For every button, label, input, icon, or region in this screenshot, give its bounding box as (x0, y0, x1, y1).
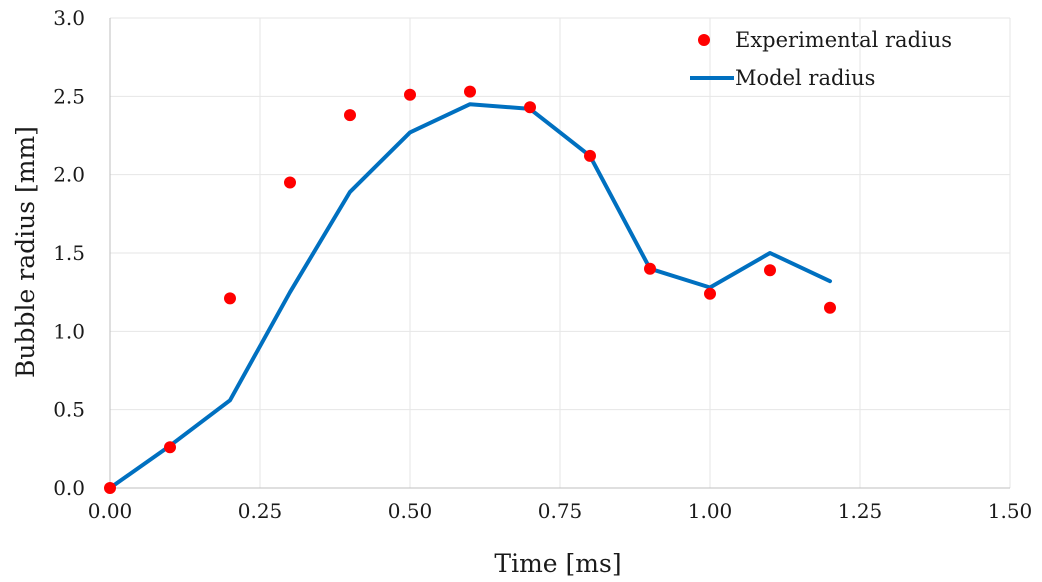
experimental-radius-point (764, 264, 776, 277)
grid-lines (110, 17, 1011, 488)
y-tick-label: 0.0 (53, 476, 85, 500)
legend-label-model: Model radius (735, 66, 875, 90)
series (104, 85, 836, 494)
y-tick-label: 2.5 (53, 84, 85, 108)
experimental-radius-point (524, 101, 536, 114)
x-tick-label: 0.75 (538, 499, 583, 523)
experimental-radius-point (824, 301, 836, 314)
legend: Experimental radius Model radius (690, 28, 952, 90)
axes (109, 18, 1010, 489)
y-tick-label: 3.0 (53, 6, 85, 30)
x-tick-label: 0.50 (388, 499, 433, 523)
experimental-radius-point (164, 441, 176, 454)
legend-marker-experimental (698, 34, 710, 46)
legend-label-experimental: Experimental radius (735, 28, 952, 52)
experimental-radius-point (224, 292, 236, 305)
y-tick-labels: 0.0 0.5 1.0 1.5 2.0 2.5 3.0 (53, 6, 85, 500)
x-tick-label: 1.00 (688, 499, 733, 523)
model-radius-line (108, 102, 832, 490)
experimental-radius-point (704, 287, 716, 300)
y-tick-label: 1.5 (53, 241, 85, 265)
y-tick-label: 0.5 (53, 398, 85, 422)
experimental-radius-point (404, 88, 416, 101)
experimental-radius-point (644, 262, 656, 275)
x-tick-label: 0.25 (238, 499, 283, 523)
x-tick-labels: 0.00 0.25 0.50 0.75 1.00 1.25 1.50 (88, 499, 1033, 523)
y-tick-label: 2.0 (53, 163, 85, 187)
y-axis-title: Bubble radius [mm] (11, 126, 40, 378)
experimental-radius-point (464, 85, 476, 98)
x-axis-title: Time [ms] (494, 549, 621, 578)
y-tick-label: 1.0 (53, 319, 85, 343)
experimental-radius-point (104, 482, 116, 494)
experimental-radius-point (284, 176, 296, 189)
x-tick-label: 1.25 (838, 499, 883, 523)
experimental-radius-point (584, 149, 596, 162)
x-tick-label: 0.00 (88, 499, 133, 523)
experimental-radius-point (344, 109, 356, 122)
x-tick-label: 1.50 (988, 499, 1033, 523)
